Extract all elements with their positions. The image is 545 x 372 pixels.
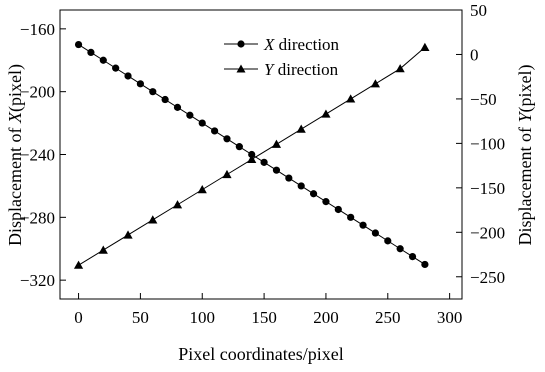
- y-direction-point: [321, 109, 331, 118]
- x-direction-point: [74, 40, 83, 49]
- x-direction-point: [198, 119, 206, 127]
- x-direction-point: [322, 198, 330, 206]
- x-direction-point: [297, 182, 305, 190]
- y-direction-point: [271, 139, 282, 148]
- y-direction-point: [197, 185, 207, 194]
- y-left-title-suffix: (pixel): [5, 64, 26, 112]
- x-direction-point: [334, 205, 342, 214]
- x-direction-point: [235, 143, 243, 151]
- x-tick-label: 250: [375, 308, 401, 327]
- y-axis-left-title: Displacement of X(pixel): [5, 64, 26, 246]
- y-direction-point: [420, 42, 430, 51]
- legend-y-label: Y direction: [264, 60, 339, 79]
- x-direction-point: [173, 103, 182, 111]
- x-direction-point: [396, 245, 404, 253]
- y-right-title-symbol: Y: [515, 111, 535, 123]
- x-direction-point: [359, 221, 367, 229]
- y-right-tick-label: 0: [470, 45, 479, 64]
- y-right-tick-label: −200: [470, 223, 505, 242]
- x-direction-point: [309, 190, 318, 198]
- y-direction-point: [222, 169, 232, 179]
- y-direction-point: [346, 94, 356, 103]
- x-direction-point: [211, 127, 219, 135]
- y-direction-point: [148, 215, 158, 224]
- legend-y-rest: direction: [273, 60, 338, 79]
- x-tick-label: 0: [74, 308, 83, 327]
- y-right-tick-label: −150: [470, 179, 505, 198]
- y-right-tick-label: −100: [470, 134, 505, 153]
- x-direction-point: [87, 48, 95, 57]
- y-direction-point: [123, 230, 133, 239]
- legend: X direction Y direction: [224, 35, 340, 79]
- y-direction-point: [395, 64, 405, 73]
- y-right-tick-label: 50: [470, 1, 487, 20]
- y-direction-point: [172, 200, 183, 209]
- y-right-title-suffix: (pixel): [515, 65, 536, 113]
- y-right-title-prefix: Displacement of: [515, 123, 535, 246]
- x-direction-point: [384, 237, 392, 245]
- x-direction-point: [248, 150, 256, 159]
- y-left-tick-label: −160: [20, 20, 55, 39]
- legend-y-symbol: Y: [264, 60, 275, 79]
- legend-x-rest: direction: [274, 35, 339, 54]
- plot-frame: [59, 9, 463, 300]
- x-direction-point: [112, 64, 120, 72]
- y-axis-right-title: Displacement of Y(pixel): [515, 65, 536, 246]
- x-direction-point: [285, 174, 293, 182]
- y-direction-point: [247, 154, 257, 163]
- legend-y-marker: [236, 64, 246, 73]
- y-left-tick-label: −240: [20, 146, 55, 165]
- x-tick-label: 150: [251, 308, 277, 327]
- x-direction-point: [161, 95, 169, 104]
- x-direction-point: [347, 213, 355, 221]
- y-left-tick-label: −320: [20, 271, 55, 290]
- legend-x-marker: [237, 40, 245, 48]
- x-direction-point: [260, 158, 268, 166]
- x-direction-point: [272, 166, 281, 174]
- x-direction-point: [186, 111, 194, 119]
- x-direction-point: [371, 229, 380, 237]
- x-direction-point: [223, 135, 231, 143]
- x-direction-point: [421, 260, 429, 269]
- x-tick-label: 300: [437, 308, 463, 327]
- y-direction-point: [296, 124, 306, 133]
- y-right-tick-label: −50: [470, 90, 497, 109]
- y-left-title-symbol: X: [5, 111, 25, 124]
- legend-x-label: X direction: [263, 35, 340, 54]
- x-direction-point: [149, 88, 157, 96]
- legend-x-symbol: X: [263, 35, 275, 54]
- y-left-tick-label: −200: [20, 83, 55, 102]
- x-axis-title: Pixel coordinates/pixel: [178, 344, 343, 364]
- x-tick-label: 100: [189, 308, 215, 327]
- y-left-tick-label: −280: [20, 208, 55, 227]
- y-right-tick-label: −250: [470, 268, 505, 287]
- y-left-title-prefix: Displacement of: [5, 123, 25, 246]
- x-direction-point: [124, 72, 132, 80]
- x-direction-point: [136, 80, 144, 88]
- x-tick-label: 200: [313, 308, 339, 327]
- x-tick-label: 50: [132, 308, 149, 327]
- y-direction-point: [370, 79, 381, 88]
- y-direction-point: [73, 260, 84, 269]
- x-direction-point: [408, 252, 417, 261]
- y-direction-point: [98, 245, 108, 254]
- x-direction-point: [99, 56, 107, 64]
